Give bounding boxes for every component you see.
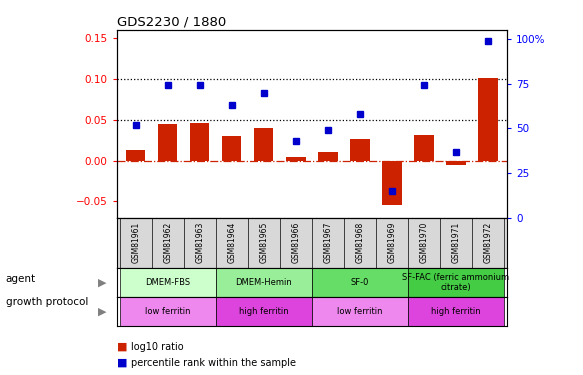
Text: GSM81965: GSM81965: [259, 222, 268, 263]
Bar: [318, 152, 338, 160]
Bar: [120, 297, 216, 326]
Text: DMEM-Hemin: DMEM-Hemin: [236, 278, 292, 287]
Text: log10 ratio: log10 ratio: [131, 342, 184, 352]
Text: ▶: ▶: [98, 307, 106, 316]
Text: SF-FAC (ferric ammonium
citrate): SF-FAC (ferric ammonium citrate): [402, 273, 510, 292]
Text: ■: ■: [117, 342, 131, 352]
Text: GSM81966: GSM81966: [292, 222, 300, 263]
Text: ■: ■: [117, 358, 131, 368]
Text: GSM81970: GSM81970: [419, 222, 429, 263]
Bar: [286, 156, 305, 160]
Bar: [216, 268, 312, 297]
Bar: [216, 297, 312, 326]
Text: GSM81964: GSM81964: [227, 222, 236, 263]
Text: high ferritin: high ferritin: [239, 307, 289, 316]
Text: percentile rank within the sample: percentile rank within the sample: [131, 358, 296, 368]
Text: agent: agent: [6, 274, 36, 284]
Bar: [222, 136, 241, 160]
Bar: [312, 268, 408, 297]
Text: GSM81971: GSM81971: [451, 222, 461, 263]
Bar: [382, 160, 402, 206]
Bar: [447, 160, 466, 165]
Bar: [415, 135, 434, 160]
Text: DMEM-FBS: DMEM-FBS: [145, 278, 191, 287]
Bar: [408, 297, 504, 326]
Text: GSM81967: GSM81967: [324, 222, 332, 263]
Text: ▶: ▶: [98, 277, 106, 287]
Text: SF-0: SF-0: [351, 278, 369, 287]
Bar: [120, 268, 216, 297]
Bar: [190, 123, 209, 160]
Text: GSM81962: GSM81962: [163, 222, 173, 263]
Text: GSM81968: GSM81968: [356, 222, 364, 263]
Text: low ferritin: low ferritin: [337, 307, 382, 316]
Text: GSM81961: GSM81961: [131, 222, 141, 263]
Bar: [408, 268, 504, 297]
Text: high ferritin: high ferritin: [431, 307, 481, 316]
Bar: [350, 140, 370, 160]
Bar: [126, 150, 145, 160]
Bar: [158, 124, 177, 160]
Text: GSM81963: GSM81963: [195, 222, 205, 263]
Bar: [254, 128, 273, 160]
Text: growth protocol: growth protocol: [6, 297, 88, 307]
Bar: [479, 78, 498, 160]
Text: GDS2230 / 1880: GDS2230 / 1880: [117, 16, 226, 29]
Text: low ferritin: low ferritin: [145, 307, 191, 316]
Text: GSM81969: GSM81969: [388, 222, 396, 263]
Bar: [312, 297, 408, 326]
Text: GSM81972: GSM81972: [483, 222, 493, 263]
